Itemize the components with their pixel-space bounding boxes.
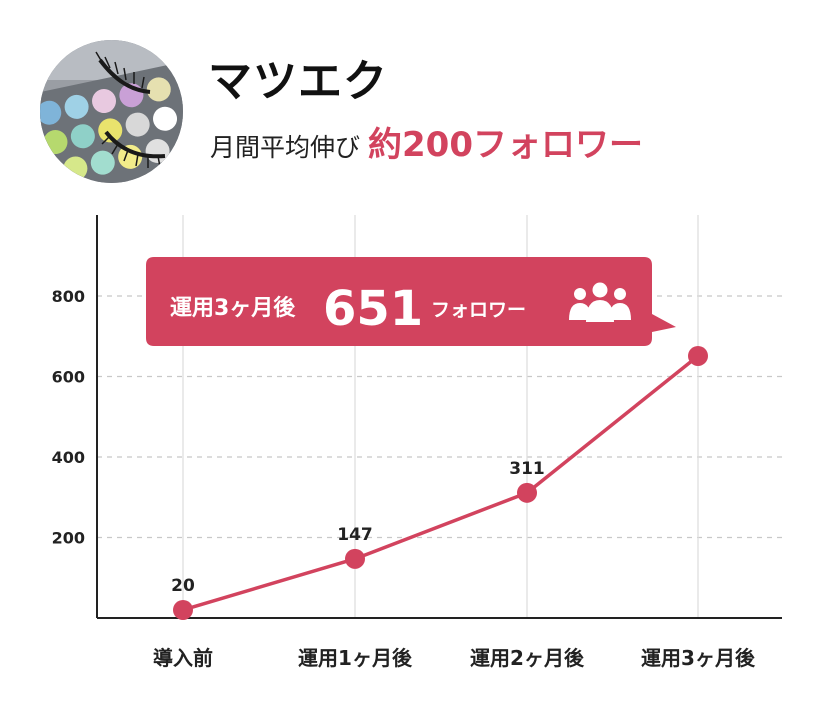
avatar [40,40,183,183]
data-label: 311 [509,459,545,479]
y-tick-labels: 200 400 600 800 [52,287,85,548]
page-title: マツエク [208,56,388,107]
callout-number: 651 [323,281,423,337]
callout: 運用3ヶ月後 651 フォロワー [146,257,676,346]
callout-prefix: 運用3ヶ月後 [170,295,296,321]
y-tick-label: 600 [52,368,85,387]
x-tick-label: 導入前 [153,646,213,670]
y-tick-label: 800 [52,287,85,306]
y-tick-label: 200 [52,529,85,548]
x-tick-labels: 導入前 運用1ヶ月後 運用2ヶ月後 運用3ヶ月後 [153,646,756,670]
x-tick-label: 運用1ヶ月後 [298,646,413,670]
subtitle-lead: 月間平均伸び [210,133,361,162]
subtitle: 月間平均伸び 約200フォロワー [210,128,643,162]
data-point [345,548,365,569]
subtitle-highlight: 約200フォロワー [368,125,643,165]
data-point [517,482,537,503]
callout-suffix: フォロワー [431,299,526,321]
axes-layer [96,215,782,619]
x-tick-label: 運用2ヶ月後 [470,646,585,670]
data-labels: 20 147 311 [171,459,545,596]
data-point [173,599,193,620]
series-layer [173,345,708,620]
data-label: 147 [337,525,373,545]
x-tick-label: 運用3ヶ月後 [641,646,756,670]
series-line [182,354,700,612]
y-tick-label: 400 [52,448,85,467]
eyeshadow-palette-image [40,40,183,183]
callout-bubble [146,257,676,346]
header: マツエク 月間平均伸び 約200フォロワー [40,40,780,185]
data-point [688,345,708,366]
data-label: 20 [171,576,195,596]
users-icon [569,282,631,322]
